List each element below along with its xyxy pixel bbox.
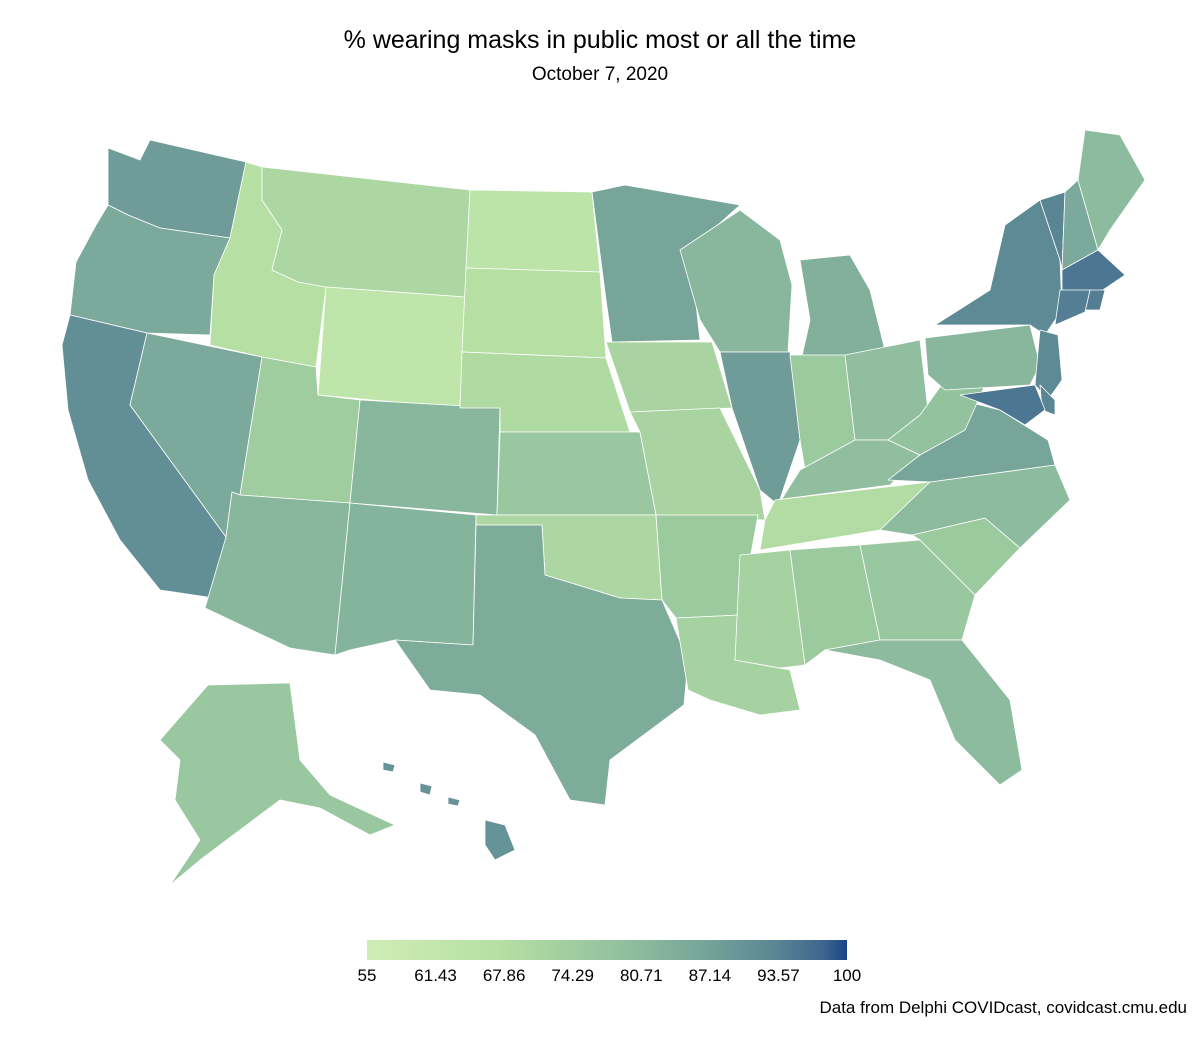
state-ms — [734, 549, 806, 669]
state-nd — [465, 189, 601, 273]
state-co — [349, 399, 501, 516]
us-choropleth-map — [61, 129, 1146, 886]
state-tx — [394, 524, 689, 806]
state-ny — [934, 199, 1063, 336]
chart-subtitle: October 7, 2020 — [531, 64, 669, 85]
legend-tick-7: 100 — [832, 966, 862, 985]
legend-tick-3: 74.29 — [551, 966, 594, 985]
state-ga — [859, 539, 976, 641]
state-hi — [382, 761, 516, 861]
data-source-caption: Data from Delphi COVIDcast, covidcast.cm… — [819, 998, 1187, 1017]
state-sd — [461, 267, 607, 359]
state-fl — [824, 639, 1023, 786]
state-mt — [261, 166, 471, 298]
state-ia — [605, 341, 733, 413]
state-md — [959, 384, 1046, 426]
legend-tick-labels: 55 61.43 67.86 74.29 80.71 87.14 93.57 100 — [358, 966, 862, 990]
legend-tick-6: 93.57 — [757, 966, 800, 985]
state-mi — [799, 254, 886, 366]
state-or — [69, 204, 231, 336]
state-pa — [924, 324, 1041, 391]
state-ma — [1061, 249, 1126, 293]
state-wy — [317, 286, 466, 409]
state-nm — [334, 502, 477, 656]
legend-tick-1: 61.43 — [414, 966, 457, 985]
state-ak — [159, 682, 396, 886]
state-ks — [496, 431, 657, 516]
legend-color-bar — [367, 940, 847, 960]
state-wi — [679, 209, 793, 353]
legend-tick-2: 67.86 — [482, 966, 526, 985]
legend-tick-5: 87.14 — [688, 966, 732, 985]
state-nj — [1034, 329, 1063, 401]
legend-tick-4: 80.71 — [620, 966, 663, 985]
legend-gradient — [367, 940, 847, 960]
state-ct — [1054, 289, 1091, 326]
legend-tick-0: 55 — [357, 966, 377, 985]
chart-title: % wearing masks in public most or all th… — [343, 26, 857, 54]
